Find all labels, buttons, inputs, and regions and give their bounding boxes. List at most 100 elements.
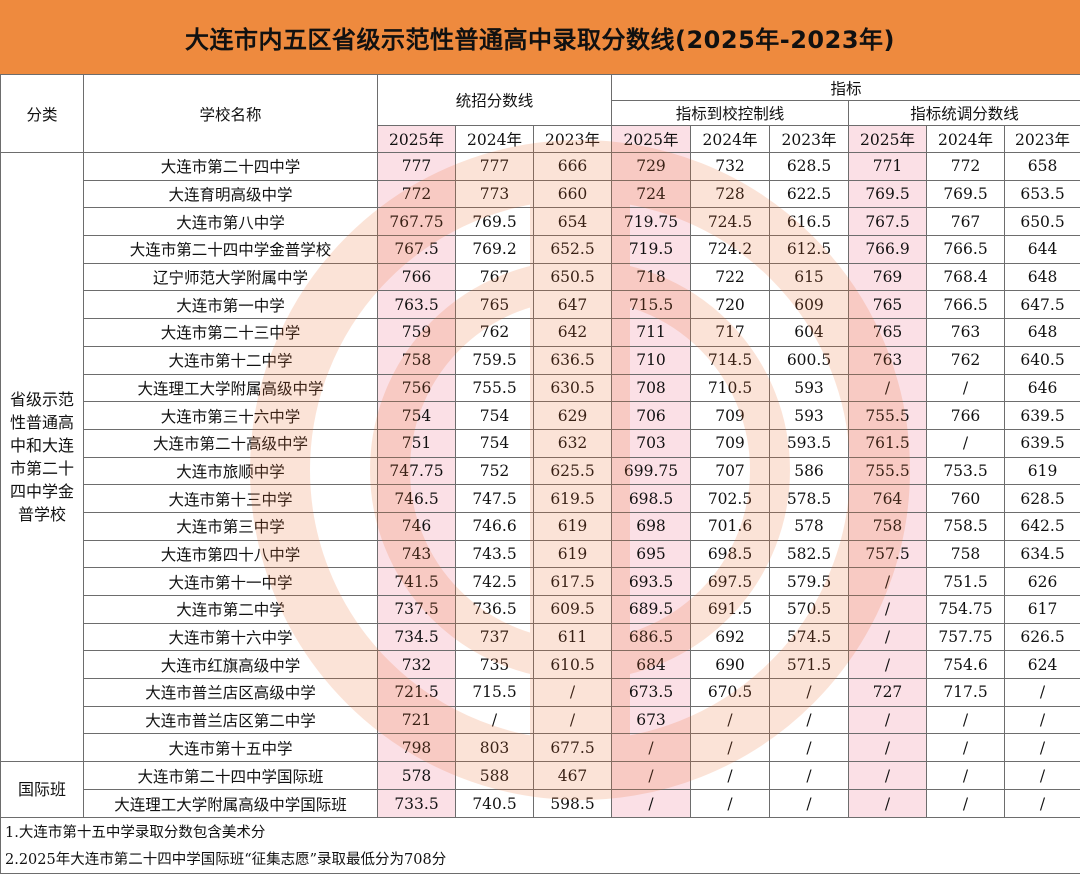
score-cell: / bbox=[612, 790, 691, 818]
score-cell: 719.75 bbox=[612, 208, 691, 236]
score-cell: / bbox=[1005, 734, 1080, 762]
score-cell: 734.5 bbox=[378, 623, 456, 651]
header-category: 分类 bbox=[1, 75, 84, 153]
header-year: 2025年 bbox=[849, 126, 927, 153]
score-cell: 767.5 bbox=[378, 236, 456, 264]
score-cell: 650.5 bbox=[1005, 208, 1080, 236]
score-cell: 698.5 bbox=[612, 485, 691, 513]
score-cell: 724.5 bbox=[691, 208, 770, 236]
score-cell: 578 bbox=[378, 762, 456, 790]
category-cell: 省级示范性普通高中和大连市第二十四中学金普学校 bbox=[1, 153, 84, 762]
score-cell: / bbox=[770, 790, 849, 818]
score-cell: 722 bbox=[691, 263, 770, 291]
header-year: 2024年 bbox=[456, 126, 534, 153]
score-cell: 622.5 bbox=[770, 180, 849, 208]
score-cell: / bbox=[849, 651, 927, 679]
score-cell: 600.5 bbox=[770, 346, 849, 374]
score-cell: / bbox=[1005, 790, 1080, 818]
score-cell: 769 bbox=[849, 263, 927, 291]
score-cell: 762 bbox=[927, 346, 1005, 374]
title-bar: 大连市内五区省级示范性普通高中录取分数线(2025年-2023年) bbox=[0, 0, 1080, 75]
score-cell: 652.5 bbox=[534, 236, 612, 264]
score-cell: 777 bbox=[378, 153, 456, 181]
score-cell: 611 bbox=[534, 623, 612, 651]
score-cell: 763 bbox=[927, 319, 1005, 347]
school-name-cell: 大连市第十一中学 bbox=[84, 568, 378, 596]
score-cell: 695 bbox=[612, 540, 691, 568]
score-cell: 619.5 bbox=[534, 485, 612, 513]
score-cell: 578 bbox=[770, 512, 849, 540]
score-cell: 677.5 bbox=[534, 734, 612, 762]
score-cell: 636.5 bbox=[534, 346, 612, 374]
school-name-cell: 大连市第二十三中学 bbox=[84, 319, 378, 347]
score-cell: / bbox=[534, 679, 612, 707]
score-cell: 610.5 bbox=[534, 651, 612, 679]
score-cell: 754.6 bbox=[927, 651, 1005, 679]
score-cell: 711 bbox=[612, 319, 691, 347]
score-cell: 754 bbox=[456, 402, 534, 430]
score-cell: 708 bbox=[612, 374, 691, 402]
header-quota-school: 指标到校控制线 bbox=[612, 101, 849, 126]
score-cell: / bbox=[849, 596, 927, 624]
score-cell: 766.5 bbox=[927, 291, 1005, 319]
score-cell: 743.5 bbox=[456, 540, 534, 568]
score-cell: 707 bbox=[691, 457, 770, 485]
score-cell: 703 bbox=[612, 429, 691, 457]
score-cell: / bbox=[1005, 706, 1080, 734]
score-cell: 632 bbox=[534, 429, 612, 457]
score-cell: 757.75 bbox=[927, 623, 1005, 651]
score-cell: 693.5 bbox=[612, 568, 691, 596]
school-name-cell: 大连理工大学附属高级中学 bbox=[84, 374, 378, 402]
school-name-cell: 大连理工大学附属高级中学国际班 bbox=[84, 790, 378, 818]
score-cell: 571.5 bbox=[770, 651, 849, 679]
score-cell: 615 bbox=[770, 263, 849, 291]
score-cell: 758 bbox=[378, 346, 456, 374]
score-cell: 766 bbox=[927, 402, 1005, 430]
score-cell: 741.5 bbox=[378, 568, 456, 596]
score-cell: 755.5 bbox=[849, 402, 927, 430]
score-cell: 746.6 bbox=[456, 512, 534, 540]
score-cell: 772 bbox=[378, 180, 456, 208]
score-cell: 769.5 bbox=[849, 180, 927, 208]
score-cell: / bbox=[770, 762, 849, 790]
score-cell: 771 bbox=[849, 153, 927, 181]
score-cell: 740.5 bbox=[456, 790, 534, 818]
school-name-cell: 大连市第二十高级中学 bbox=[84, 429, 378, 457]
school-name-cell: 大连市第一中学 bbox=[84, 291, 378, 319]
score-cell: 737.5 bbox=[378, 596, 456, 624]
score-cell: 720 bbox=[691, 291, 770, 319]
score-cell: 719.5 bbox=[612, 236, 691, 264]
header-year: 2025年 bbox=[612, 126, 691, 153]
score-cell: 746 bbox=[378, 512, 456, 540]
score-cell: 752 bbox=[456, 457, 534, 485]
school-name-cell: 大连市第二十四中学金普学校 bbox=[84, 236, 378, 264]
score-cell: 767.5 bbox=[849, 208, 927, 236]
score-cell: 626 bbox=[1005, 568, 1080, 596]
score-cell: 654 bbox=[534, 208, 612, 236]
school-name-cell: 大连育明高级中学 bbox=[84, 180, 378, 208]
score-cell: 733.5 bbox=[378, 790, 456, 818]
header-school: 学校名称 bbox=[84, 75, 378, 153]
score-cell: 653.5 bbox=[1005, 180, 1080, 208]
score-cell: 691.5 bbox=[691, 596, 770, 624]
score-cell: 625.5 bbox=[534, 457, 612, 485]
score-cell: 710.5 bbox=[691, 374, 770, 402]
score-cell: 763.5 bbox=[378, 291, 456, 319]
header-year: 2024年 bbox=[691, 126, 770, 153]
score-cell: 760 bbox=[927, 485, 1005, 513]
score-cell: 684 bbox=[612, 651, 691, 679]
score-cell: 673 bbox=[612, 706, 691, 734]
score-cell: / bbox=[770, 706, 849, 734]
score-cell: 666 bbox=[534, 153, 612, 181]
score-cell: 642 bbox=[534, 319, 612, 347]
score-cell: / bbox=[1005, 679, 1080, 707]
score-cell: 639.5 bbox=[1005, 429, 1080, 457]
